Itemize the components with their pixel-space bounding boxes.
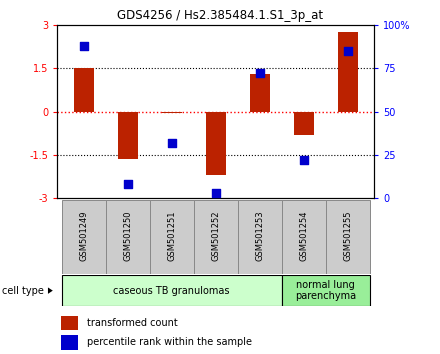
Text: GSM501253: GSM501253 [255,210,264,261]
Bar [61,315,78,330]
Point [344,48,351,53]
Point [124,182,131,187]
Point [256,70,263,76]
Bar [118,112,138,159]
Bar [326,200,370,274]
Text: percentile rank within the sample: percentile rank within the sample [87,337,252,348]
Text: GSM501250: GSM501250 [123,210,132,261]
Bar [282,200,326,274]
Bar [338,32,358,112]
Bar [61,336,78,350]
Bar [206,112,226,175]
Text: GSM501255: GSM501255 [343,210,352,261]
Bar [74,68,94,112]
Text: transformed count: transformed count [87,318,178,327]
Bar [250,74,270,112]
Polygon shape [48,287,53,294]
Bar [162,112,182,113]
Point [300,157,307,163]
Text: cell type: cell type [2,286,44,296]
Bar [194,200,238,274]
Text: GSM501252: GSM501252 [211,210,220,261]
Text: GSM501249: GSM501249 [79,210,88,261]
Text: caseous TB granulomas: caseous TB granulomas [114,286,230,296]
Bar [106,200,150,274]
Bar [294,112,314,135]
Text: GSM501254: GSM501254 [299,210,308,261]
Point [80,43,87,48]
Text: GDS4256 / Hs2.385484.1.S1_3p_at: GDS4256 / Hs2.385484.1.S1_3p_at [117,9,323,22]
Bar [62,275,282,306]
Bar [238,200,282,274]
Bar [282,275,370,306]
Point [168,140,175,145]
Bar [62,200,106,274]
Text: GSM501251: GSM501251 [167,210,176,261]
Bar [150,200,194,274]
Point [212,190,219,196]
Text: normal lung
parenchyma: normal lung parenchyma [295,280,356,302]
